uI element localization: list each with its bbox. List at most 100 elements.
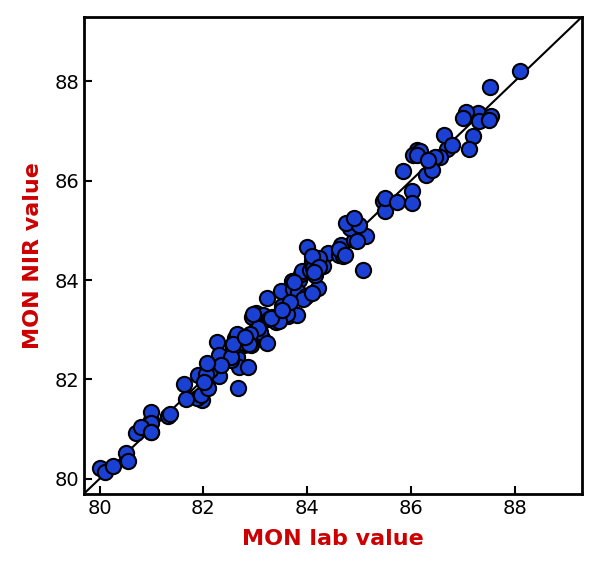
Point [352,237,361,246]
Point [108,461,118,470]
Point [219,353,229,362]
Point [165,410,175,419]
Point [323,249,332,258]
Point [296,270,305,279]
Point [239,338,249,347]
Point [319,261,328,270]
Point [412,145,422,154]
Point [268,312,277,321]
Point [407,186,417,195]
Point [484,116,494,125]
Point [340,251,350,260]
Point [202,358,212,367]
Point [202,370,211,379]
Point [334,245,343,254]
Point [308,264,318,273]
Point [240,333,250,342]
Point [276,287,286,296]
Point [442,145,451,154]
Point [361,232,371,241]
Point [289,278,299,287]
Point [179,380,188,389]
Point [253,324,263,333]
Point [295,276,304,285]
Point [413,150,422,159]
Point [346,224,355,233]
Point [228,343,238,352]
Point [448,140,457,149]
Point [229,339,238,348]
Point [193,394,202,403]
Point [262,293,272,302]
Point [131,429,140,438]
Point [337,241,346,250]
Point [439,131,449,140]
Point [415,146,425,155]
Point [247,312,256,321]
Point [205,366,215,375]
Point [146,407,156,416]
Point [408,151,418,160]
Point [257,333,266,342]
Point [230,334,240,343]
Point [263,339,272,348]
Point [203,383,213,392]
Point [232,353,242,362]
Point [271,318,281,327]
Point [314,283,323,292]
Point [136,422,146,431]
Point [338,252,348,261]
Point [435,153,445,162]
Point [309,268,319,277]
Point [464,144,473,153]
Point [304,265,313,274]
Point [380,206,389,215]
Point [244,339,254,348]
Y-axis label: MON NIR value: MON NIR value [23,162,43,349]
Point [121,449,130,458]
Point [232,330,242,339]
Point [146,427,156,436]
Point [254,329,263,338]
Point [302,242,312,251]
Point [243,362,253,371]
Point [245,330,254,339]
Point [473,108,483,117]
Point [458,114,468,123]
Point [199,378,208,387]
Point [334,250,344,259]
Point [298,295,308,304]
Point [380,193,389,202]
Point [286,306,295,315]
Point [297,266,307,275]
Point [248,310,257,319]
Point [349,213,358,222]
Point [421,170,431,179]
Point [250,314,260,323]
Point [398,167,408,176]
Point [95,463,104,472]
Point [283,310,292,319]
Point [266,314,276,323]
Point [305,266,314,275]
Point [310,270,320,279]
Point [423,155,433,164]
Point [407,198,416,207]
Point [216,360,226,369]
Point [235,362,244,371]
Point [301,291,311,300]
Point [311,257,321,266]
Point [287,276,296,285]
Point [308,289,317,298]
Point [181,395,191,404]
Point [468,132,478,141]
Point [233,383,243,392]
Point [314,263,323,272]
Point [474,116,484,125]
Point [146,419,156,428]
Point [485,83,495,92]
Point [378,196,388,205]
Point [197,396,206,405]
Point [430,152,440,161]
Point [264,315,274,324]
